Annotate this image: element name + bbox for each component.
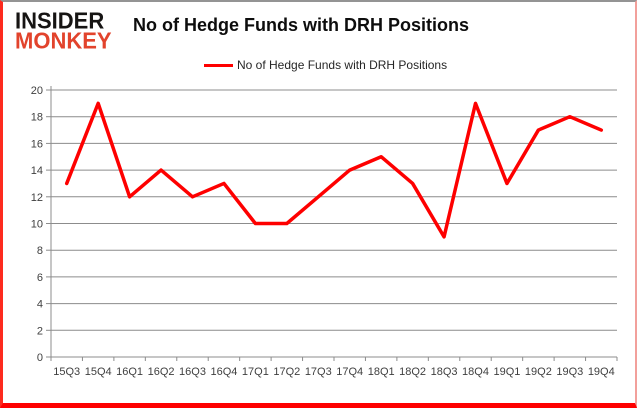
y-axis-label: 12 — [31, 192, 43, 204]
x-axis-label: 17Q2 — [273, 366, 300, 378]
logo-text-monkey: MONKEY — [15, 27, 112, 54]
y-axis-label: 6 — [37, 272, 43, 284]
x-axis-label: 19Q4 — [588, 366, 615, 378]
logo-text-insider: INSIDER — [15, 7, 105, 34]
y-axis-label: 10 — [31, 219, 43, 231]
y-axis-label: 0 — [37, 352, 43, 364]
x-axis-label: 19Q1 — [493, 366, 520, 378]
legend-line-swatch — [204, 63, 233, 67]
line-chart-svg: 0 2 4 6 8 10 12 14 16 18 20 15Q3 15Q4 16Q1 16Q2 16Q3 16Q… — [31, 85, 618, 378]
insider-monkey-logo: INSIDER MONKEY — [15, 7, 112, 54]
x-axis-label: 16Q2 — [148, 366, 175, 378]
x-axis-label: 17Q1 — [242, 366, 269, 378]
x-axis-label: 19Q2 — [525, 366, 552, 378]
x-axis-label: 18Q4 — [462, 366, 489, 378]
x-axis-label: 16Q3 — [179, 366, 206, 378]
x-axis-label: 16Q1 — [116, 366, 143, 378]
y-axis-label: 20 — [31, 85, 43, 97]
x-axis-label: 15Q3 — [53, 366, 80, 378]
x-axis-label: 19Q3 — [556, 366, 583, 378]
x-axis-label: 17Q3 — [305, 366, 332, 378]
x-axis-label: 18Q3 — [431, 366, 458, 378]
x-axis-label: 15Q4 — [85, 366, 112, 378]
y-axis-label: 14 — [31, 165, 43, 177]
y-axis-label: 18 — [31, 112, 43, 124]
legend-label: No of Hedge Funds with DRH Positions — [237, 58, 448, 72]
x-axis-label: 18Q2 — [399, 366, 426, 378]
x-axis-label: 16Q4 — [210, 366, 237, 378]
y-axis-label: 2 — [37, 325, 43, 337]
y-axis-label: 4 — [37, 299, 43, 311]
x-axis-label: 18Q1 — [368, 366, 395, 378]
y-axis-label: 16 — [31, 138, 43, 150]
x-axis-label: 17Q4 — [336, 366, 363, 378]
y-axis-label: 8 — [37, 245, 43, 257]
line-chart-area: 0 2 4 6 8 10 12 14 16 18 20 15Q3 15Q4 16Q1 16Q2 16Q3 16Q… — [3, 2, 635, 403]
data-line-hedge-funds — [64, 101, 604, 239]
chart-title: No of Hedge Funds with DRH Positions — [133, 15, 469, 35]
legend: No of Hedge Funds with DRH Positions — [204, 58, 447, 72]
